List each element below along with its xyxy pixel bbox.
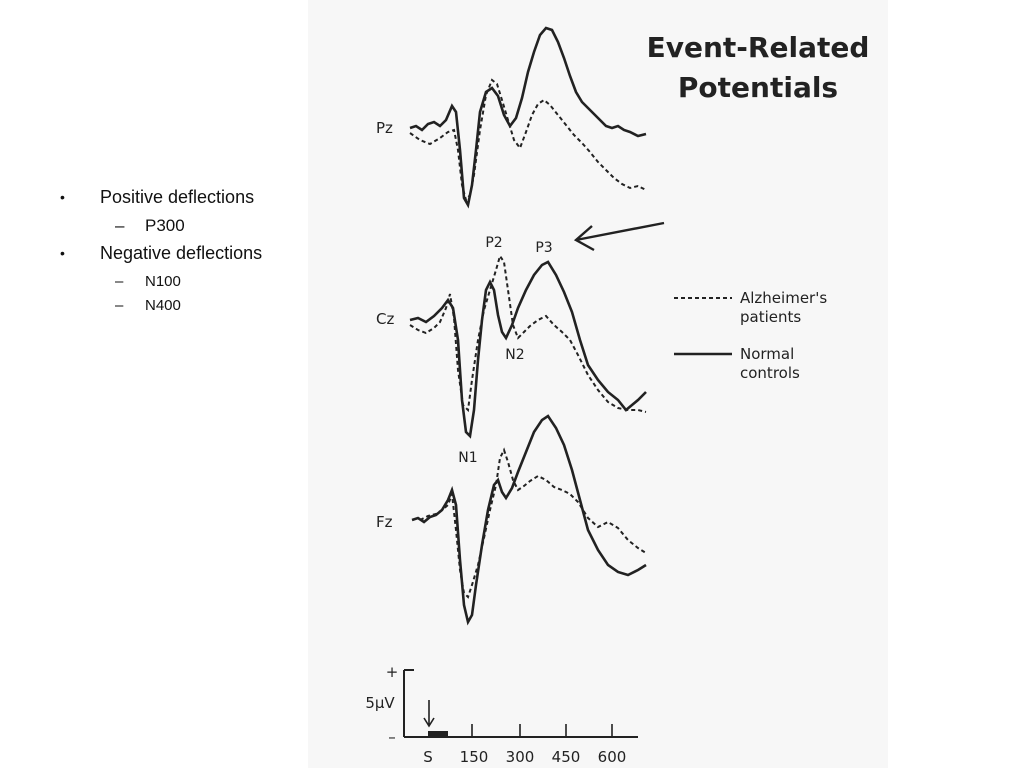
subbullet-text: N100 <box>145 273 181 290</box>
electrode-label-pz: Pz <box>376 119 393 137</box>
time-tick-label-600: 600 <box>598 748 627 766</box>
component-label-p3: P3 <box>535 240 552 256</box>
amplitude-label: 5μV <box>365 694 395 712</box>
stimulus-label: S <box>423 748 433 766</box>
component-label-n1: N1 <box>458 450 477 466</box>
subbullet-p300: – P300 <box>60 214 262 238</box>
electrode-label-fz: Fz <box>376 513 393 531</box>
subbullet-marker: – <box>115 297 124 314</box>
scale-plus-label: + <box>386 663 399 681</box>
cz-normal-trace <box>409 260 647 439</box>
fz-normal-trace <box>411 414 647 626</box>
pz-alzheimer-trace <box>409 78 647 203</box>
bullet-negative-deflections: • Negative deflections <box>60 240 262 266</box>
legend-alzheimer-label-line2: patients <box>740 308 801 326</box>
figure-title-line1: Event-Related <box>647 31 870 64</box>
erp-figure-panel: Event-Related Potentials Pz Cz Fz P2 P3 … <box>308 0 888 768</box>
subbullet-n400: – N400 <box>60 294 262 318</box>
erp-figure-svg: Event-Related Potentials Pz Cz Fz P2 P3 … <box>365 26 870 766</box>
subbullet-text: P300 <box>145 216 185 235</box>
legend-normal-label-line2: controls <box>740 364 800 382</box>
bullet-text: Positive deflections <box>100 187 255 207</box>
time-tick-label-150: 150 <box>460 748 489 766</box>
legend-alzheimer-label-line1: Alzheimer's <box>740 289 827 307</box>
bullet-marker: • <box>60 245 65 261</box>
component-label-n2: N2 <box>505 347 524 363</box>
figure-title-line2: Potentials <box>678 71 838 104</box>
pz-normal-trace <box>409 26 647 209</box>
subbullet-marker: – <box>115 273 124 290</box>
stimulus-bar <box>428 731 448 737</box>
subbullet-text: N400 <box>145 297 181 314</box>
legend-normal-label-line1: Normal <box>740 345 794 363</box>
time-amplitude-scale: + – 5μV S 150 300 450 600 <box>365 663 638 766</box>
component-label-p2: P2 <box>485 235 502 251</box>
scale-minus-label: – <box>388 728 396 746</box>
subbullet-n100: – N100 <box>60 270 262 294</box>
time-tick-label-300: 300 <box>506 748 535 766</box>
pointer-arrow-icon <box>573 221 665 252</box>
electrode-label-cz: Cz <box>376 310 394 328</box>
bullet-positive-deflections: • Positive deflections <box>60 184 262 210</box>
bullet-marker: • <box>60 189 65 205</box>
cz-alzheimer-trace <box>409 253 647 413</box>
subbullet-marker: – <box>115 216 125 235</box>
stimulus-arrow-icon <box>423 700 435 728</box>
bullet-list: • Positive deflections – P300 • Negative… <box>60 184 262 318</box>
bullet-text: Negative deflections <box>100 243 263 263</box>
time-tick-label-450: 450 <box>552 748 581 766</box>
fz-alzheimer-trace <box>419 447 647 599</box>
